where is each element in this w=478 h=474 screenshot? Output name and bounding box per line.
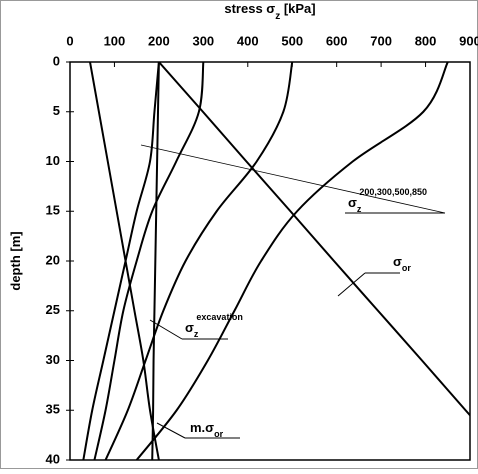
annotation-sub: z: [357, 204, 362, 214]
x-tick-label: 400: [237, 33, 259, 48]
x-tick-label: 300: [192, 33, 214, 48]
thin-line: [140, 144, 446, 214]
line-series: [158, 62, 470, 417]
x-tick-label: 100: [104, 33, 126, 48]
annotation-text: σ: [348, 195, 357, 210]
y-tick-label: 10: [46, 153, 60, 168]
y-tick-label: 30: [46, 352, 60, 367]
x-tick-label: 200: [148, 33, 170, 48]
leader: [149, 319, 183, 340]
annotation-text: m.σ: [190, 420, 214, 435]
line-series: [93, 62, 205, 460]
annotation-sub: z: [194, 329, 199, 339]
x-tick-label: 500: [281, 33, 303, 48]
line-series: [82, 62, 160, 460]
x-tick-label: 900: [459, 33, 478, 48]
annotation-sup: excavation: [196, 312, 243, 322]
y-tick-label: 15: [46, 203, 60, 218]
x-axis-label: stress σz [kPa]: [224, 1, 315, 22]
annotation-text: σ: [393, 254, 402, 269]
y-axis-label: depth [m]: [8, 231, 23, 290]
x-tick-label: 800: [415, 33, 437, 48]
annotation-text: σ: [185, 320, 194, 335]
y-tick-label: 5: [53, 103, 60, 118]
x-tick-label: 0: [66, 33, 73, 48]
y-tick-label: 20: [46, 252, 60, 267]
line-series: [135, 62, 449, 460]
annotation-sub: or: [402, 263, 411, 273]
x-tick-label: 700: [370, 33, 392, 48]
line-series: [104, 62, 294, 460]
plot-area: [82, 62, 470, 460]
annotation: σz 200,300,500,850: [348, 187, 427, 214]
leader: [156, 422, 186, 439]
y-tick-label: 40: [46, 451, 60, 466]
annotation-sub: or: [214, 429, 223, 439]
leader: [337, 272, 366, 297]
line-series: [89, 62, 160, 460]
annotation-sup: 200,300,500,850: [359, 187, 427, 197]
line-series: [151, 62, 160, 460]
y-tick-label: 25: [46, 302, 60, 317]
y-tick-label: 0: [53, 53, 60, 68]
annotation: σor: [393, 254, 411, 273]
annotation: m.σor: [190, 420, 224, 439]
y-tick-label: 35: [46, 402, 60, 417]
x-tick-label: 600: [326, 33, 348, 48]
annotation: σz excavation: [185, 312, 243, 339]
